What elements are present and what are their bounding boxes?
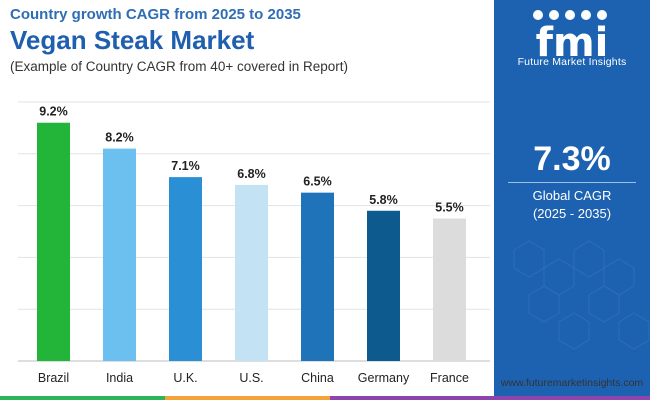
data-label: 5.8% (369, 193, 398, 207)
x-tick-label: France (430, 371, 469, 385)
stripe-segment-orange (165, 396, 330, 400)
bar-france (433, 218, 466, 361)
bar-us (235, 184, 268, 361)
bar-germany (367, 210, 400, 361)
stripe-segment-green (0, 396, 165, 400)
bar-chart: 9.2% Brazil 8.2% India 7.1% U.K. 6.8% U.S. 6.5% C… (18, 101, 490, 385)
global-cagr-label: Global CAGR (532, 188, 612, 203)
kpi-divider (508, 182, 636, 183)
chart-kicker: Country growth CAGR from 2025 to 2035 (10, 6, 301, 23)
x-tick-label: Brazil (38, 371, 69, 385)
chart-header: Country growth CAGR from 2025 to 2035 Ve… (10, 6, 490, 75)
data-label: 6.5% (303, 175, 332, 189)
global-cagr-period: (2025 - 2035) (532, 206, 612, 221)
x-tick-label: U.S. (239, 371, 263, 385)
bar-india (103, 148, 136, 361)
data-label: 5.5% (435, 201, 464, 215)
logo-text: fmi (536, 20, 609, 66)
x-tick-label: India (106, 371, 133, 385)
side-panel: fmi Future Market Insights 7.3% Global C… (494, 0, 650, 400)
data-label: 9.2% (39, 105, 68, 119)
brand-name: Future Market Insights (517, 56, 627, 68)
hexagon-pattern-decoration (513, 240, 650, 350)
plot-area: 9.2% Brazil 8.2% India 7.1% U.K. 6.8% U.S. 6.5% C… (18, 96, 490, 396)
bar-china (301, 192, 334, 361)
data-label: 8.2% (105, 131, 134, 145)
website-url[interactable]: www.futuremarketinsights.com (500, 377, 644, 389)
stripe-segment-purple (330, 396, 650, 400)
data-label: 7.1% (171, 159, 200, 173)
x-tick-label: China (301, 371, 334, 385)
data-label: 6.8% (237, 167, 266, 181)
bar-uk (169, 177, 202, 361)
x-tick-label: U.K. (173, 371, 197, 385)
chart-subtitle: (Example of Country CAGR from 40+ covere… (10, 59, 349, 74)
chart-title: Vegan Steak Market (10, 25, 255, 55)
bar-brazil (37, 122, 70, 361)
global-cagr-value: 7.3% (533, 140, 611, 178)
fmi-logo: fmi (533, 10, 609, 66)
x-tick-label: Germany (358, 371, 410, 385)
bottom-color-stripe (0, 396, 650, 400)
